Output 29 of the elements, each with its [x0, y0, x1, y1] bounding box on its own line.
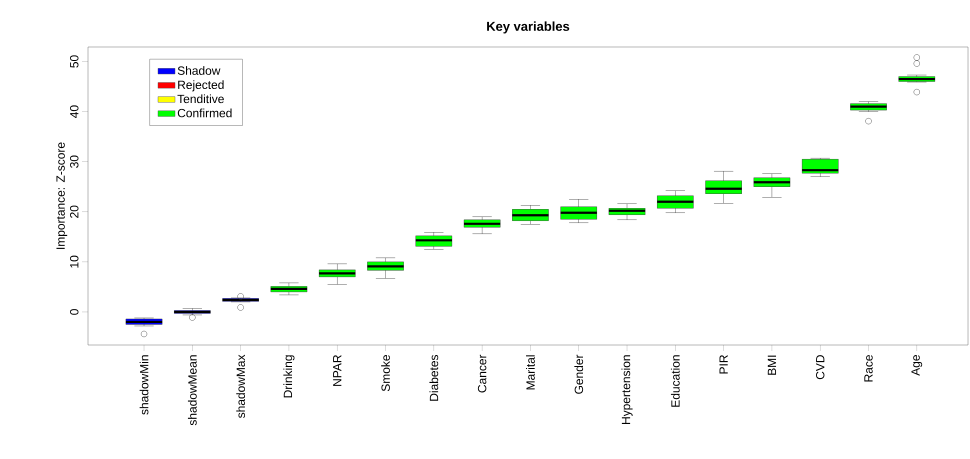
legend-label: Rejected [178, 80, 224, 92]
x-tick-label: Cancer [478, 354, 486, 392]
x-tick-label: Hypertension [621, 355, 633, 424]
y-tick-label: 40 [70, 105, 78, 118]
y-axis-title: Importance: Z-score [56, 142, 68, 249]
x-tick-label: Gender [574, 354, 584, 394]
y-tick-label: 30 [70, 156, 78, 168]
x-tick-label: Age [911, 355, 922, 376]
legend-label: Tenditive [177, 94, 224, 104]
y-tick-label: 0 [70, 309, 78, 315]
x-tick-label: Diabetes [429, 354, 438, 401]
legend-label: Shadow [178, 66, 220, 75]
x-tick-label: Drinking [283, 355, 294, 398]
chart-title: Key variables [487, 21, 570, 34]
x-tick-label: shadowMin [140, 355, 148, 415]
legend-label: Confirmed [178, 108, 232, 118]
y-tick-label: 10 [70, 256, 78, 268]
x-tick-label: shadowMax [236, 354, 246, 418]
x-tick-label: BMI [768, 356, 776, 375]
x-tick-label: NPAR [333, 355, 342, 386]
y-tick-label: 20 [70, 206, 78, 218]
x-tick-label: Smoke [381, 355, 390, 392]
x-tick-label: PIR [720, 355, 728, 374]
x-tick-label: CVD [816, 355, 824, 380]
x-tick-label: Race [864, 355, 873, 382]
x-tick-label: Education [670, 355, 680, 407]
x-tick-label: Marital [526, 355, 535, 390]
y-tick-label: 50 [70, 55, 78, 68]
x-tick-label: shadowMean [188, 355, 197, 426]
